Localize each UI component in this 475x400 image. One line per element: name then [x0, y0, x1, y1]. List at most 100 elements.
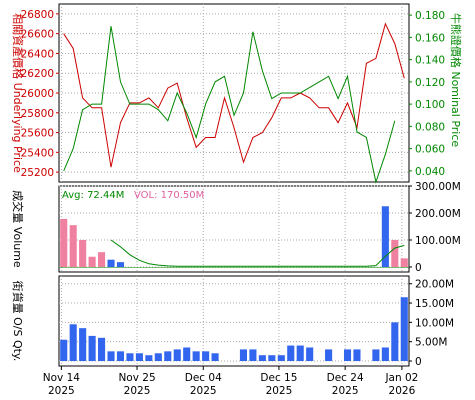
volume-avg-label: Avg: 72.44M	[62, 190, 124, 201]
volume-bar	[116, 262, 125, 267]
volume-bar	[400, 258, 408, 267]
date-tick-year: 2025	[190, 385, 217, 397]
outstanding-bar	[391, 322, 399, 361]
underlying-price-path	[63, 22, 405, 168]
volume-plot-frame	[58, 185, 410, 273]
outstanding-bars	[60, 297, 408, 361]
date-tick-label: Nov 25	[118, 372, 155, 384]
volume-average-line	[110, 239, 405, 267]
outstanding-bar	[126, 353, 134, 361]
outstanding-tick-label: 10.00M	[415, 317, 454, 329]
underlying-tick-label: 26400	[21, 48, 54, 60]
outstanding-bar	[145, 355, 153, 361]
nominal-tick-label: 0.040	[415, 166, 445, 178]
outstanding-bar	[192, 351, 200, 361]
underlying-price-line	[63, 22, 405, 168]
outstanding-bar	[60, 339, 68, 361]
volume-tick-label: 300.00M	[415, 181, 461, 193]
date-tick-year: 2025	[124, 385, 151, 397]
date-tick-label: Jan 02	[384, 372, 418, 384]
outstanding-bar	[69, 324, 77, 361]
date-tick-label: Dec 15	[260, 372, 297, 384]
outstanding-bar	[343, 349, 352, 361]
outstanding-tick-label: 0	[415, 356, 422, 368]
outstanding-bar	[325, 349, 333, 361]
underlying-tick-label: 25600	[21, 128, 54, 140]
date-tick-label: Nov 14	[43, 372, 81, 384]
date-tick-label: Dec 24	[327, 372, 364, 384]
outstanding-bar	[400, 297, 408, 361]
outstanding-right-ticks: 20.00M 15.00M 10.00M 5.00M 0	[409, 279, 454, 368]
volume-tick-label: 0	[415, 262, 422, 274]
outstanding-bar	[277, 355, 285, 361]
underlying-tick-label: 26800	[21, 9, 54, 21]
volume-bar	[381, 206, 389, 267]
price-gridlines	[59, 4, 409, 182]
nominal-tick-label: 0.100	[415, 99, 445, 111]
outstanding-bar	[116, 351, 125, 361]
outstanding-bar	[88, 335, 96, 361]
volume-average-path	[110, 239, 405, 267]
price-right-ticks: 0.180 0.160 0.140 0.120 0.100 0.080 0.060 0.040	[409, 10, 445, 178]
date-tick-year: 2025	[266, 385, 293, 397]
volume-gridlines	[59, 185, 409, 272]
nominal-tick-label: 0.060	[415, 144, 445, 156]
underlying-tick-label: 25200	[21, 167, 54, 179]
underlying-tick-label: 26600	[21, 29, 54, 41]
outstanding-axis-title: 街貨量 O/S Qty.	[11, 281, 25, 362]
volume-bars	[59, 206, 409, 268]
price-panel: 26800 26600 26400 26200 26000 25800 25600 25400…	[11, 3, 463, 184]
date-tick-year: 2026	[389, 385, 416, 397]
volume-bar	[107, 259, 115, 267]
nominal-tick-label: 0.180	[415, 10, 445, 22]
price-left-ticks: 26800 26600 26400 26200 26000 25800 25600 25400…	[21, 9, 59, 179]
underlying-price-axis-title: 相關資產價格 Underlying Price	[11, 13, 25, 173]
volume-bar	[79, 240, 87, 267]
volume-bar	[391, 240, 399, 267]
outstanding-bar	[154, 353, 162, 361]
underlying-tick-label: 25800	[21, 108, 54, 120]
volume-tick-label: 100.00M	[415, 235, 461, 247]
nominal-tick-label: 0.160	[415, 32, 445, 44]
outstanding-bar	[79, 328, 87, 361]
outstanding-tick-label: 20.00M	[415, 279, 454, 291]
nominal-price-axis-title: 牛熊證價格 Nominal Price	[449, 13, 463, 148]
nominal-tick-label: 0.120	[415, 77, 445, 89]
outstanding-bar	[107, 351, 115, 361]
outstanding-bar	[381, 347, 389, 361]
volume-vol-label: VOL: 170.50M	[134, 190, 204, 201]
outstanding-bar	[239, 349, 248, 361]
nominal-price-path	[63, 26, 396, 184]
outstanding-bar	[249, 349, 257, 361]
underlying-tick-label: 26200	[21, 68, 54, 80]
outstanding-bar	[173, 349, 181, 361]
volume-axis-title: 成交量 Volume	[11, 190, 25, 268]
volume-bar	[98, 252, 106, 267]
volume-panel: 300.00M 200.00M 100.00M 0 Avg: 72.44M VOL: …	[11, 181, 461, 274]
outstanding-bar	[268, 355, 276, 361]
outstanding-bar	[135, 353, 143, 361]
outstanding-bar	[287, 345, 295, 361]
date-tick-year: 2025	[332, 385, 359, 397]
outstanding-bar	[306, 347, 314, 361]
outstanding-bar	[353, 349, 361, 361]
volume-tick-label: 200.00M	[415, 208, 461, 220]
date-tick-year: 2025	[48, 385, 75, 397]
volume-bar	[60, 218, 68, 267]
outstanding-bar	[211, 353, 219, 361]
date-tick-label: Dec 04	[185, 372, 222, 384]
outstanding-panel: 20.00M 15.00M 10.00M 5.00M 0 街貨量 O/S Qty.	[11, 275, 454, 368]
nominal-tick-label: 0.080	[415, 121, 445, 133]
outstanding-bar	[258, 355, 266, 361]
nominal-price-line	[63, 26, 396, 184]
outstanding-bar	[164, 351, 172, 361]
volume-right-ticks: 300.00M 200.00M 100.00M 0	[409, 181, 461, 274]
outstanding-bar	[98, 337, 106, 361]
volume-bar	[69, 225, 77, 267]
outstanding-bar	[296, 345, 304, 361]
nominal-tick-label: 0.140	[415, 55, 445, 67]
volume-bar	[88, 256, 96, 267]
underlying-tick-label: 25400	[21, 147, 54, 159]
